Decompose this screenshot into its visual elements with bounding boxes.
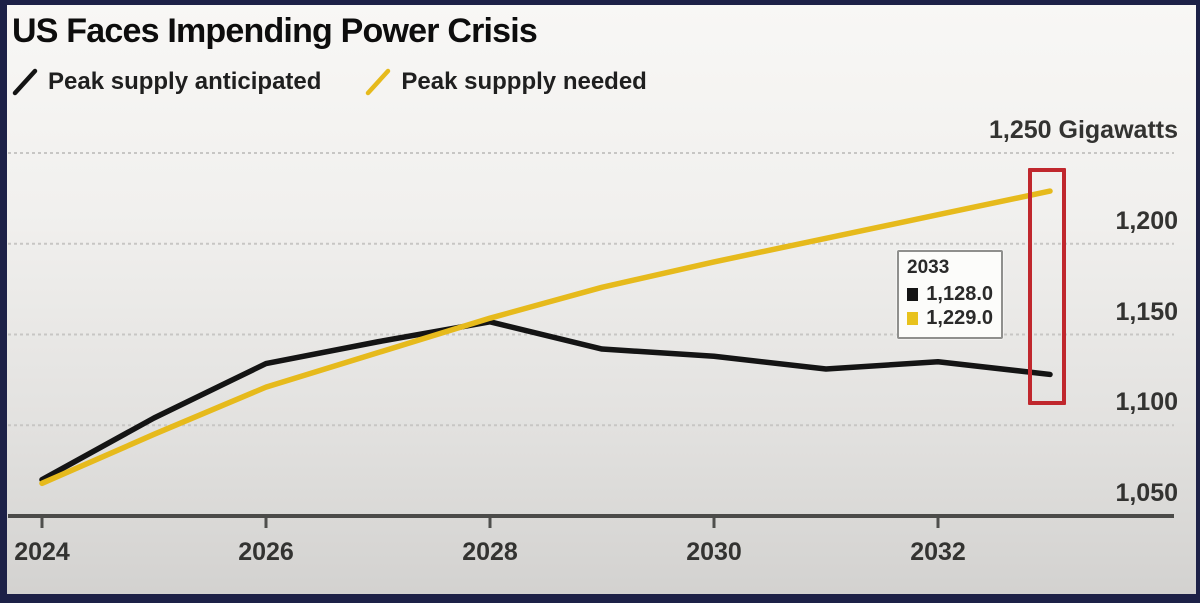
x-axis-label: 2030 [686,538,742,566]
legend-label: Peak suppply needed [401,68,647,95]
legend-item-supply-anticipated: Peak supply anticipated [12,68,321,96]
y-axis-label: 1,250 Gigawatts [989,116,1178,144]
data-tooltip: 2033 1,128.0 1,229.0 [897,250,1003,339]
series-line-peak-suppply-needed [39,188,1053,487]
chart-title: US Faces Impending Power Crisis [12,12,538,50]
yellow-series-swatch-icon [907,311,919,325]
x-axis-label: 2024 [14,538,70,566]
y-axis-label: 1,200 [1115,206,1178,235]
tooltip-row: 1,229.0 [907,306,993,330]
black-slash-icon [12,68,38,96]
tooltip-row: 1,128.0 [907,282,993,306]
y-axis-label: 1,150 [1115,297,1178,326]
y-axis-label: 1,100 [1115,388,1178,417]
tooltip-value: 1,229.0 [926,307,993,329]
highlight-rectangle [1028,168,1066,405]
tooltip-year: 2033 [907,257,950,278]
yellow-slash-icon [366,68,391,96]
legend-label: Peak supply anticipated [48,68,322,95]
tooltip-value: 1,128.0 [926,283,993,305]
x-axis-label: 2032 [910,538,966,566]
chart-legend: Peak supply anticipated Peak suppply nee… [12,68,647,96]
x-axis-label: 2028 [462,538,518,566]
legend-item-supply-needed: Peak suppply needed [365,68,647,96]
y-axis-label: 1,050 [1115,479,1178,507]
series-line-peak-supply-anticipated [39,319,1053,483]
x-axis-label: 2026 [238,538,294,566]
black-series-swatch-icon [907,287,919,301]
